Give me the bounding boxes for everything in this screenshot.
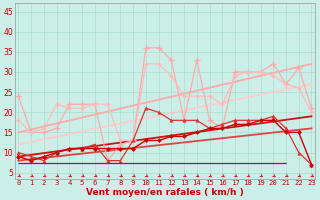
X-axis label: Vent moyen/en rafales ( km/h ): Vent moyen/en rafales ( km/h ) xyxy=(86,188,244,197)
